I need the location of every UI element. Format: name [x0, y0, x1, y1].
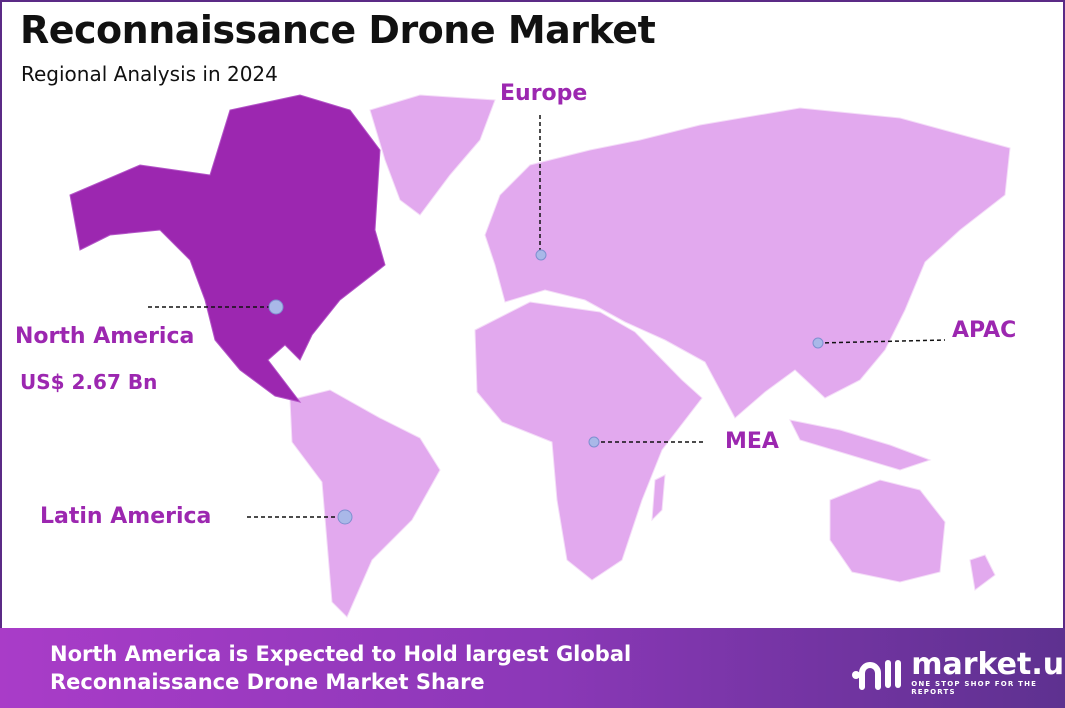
apac-leader-line — [817, 339, 946, 344]
north-america-value: US$ 2.67 Bn — [20, 370, 158, 394]
region-australia — [829, 479, 946, 583]
market-us-logo-icon — [852, 660, 901, 690]
page-subtitle: Regional Analysis in 2024 — [21, 62, 278, 86]
logo-name: market.us — [911, 647, 1065, 682]
region-africa — [474, 301, 703, 581]
footer-line-1: North America is Expected to Hold larges… — [50, 642, 632, 666]
footer-line-2: Reconnaissance Drone Market Share — [50, 670, 485, 694]
north-america-marker — [268, 299, 284, 315]
latin-america-label: Latin America — [40, 504, 212, 529]
region-europe-asia — [484, 107, 1011, 419]
market-us-logo: market.us ONE STOP SHOP FOR THE REPORTS — [850, 650, 1065, 696]
north-america-label: North America — [15, 324, 195, 349]
apac-marker — [812, 337, 824, 349]
mea-label: MEA — [725, 429, 779, 454]
europe-marker — [535, 249, 547, 261]
page-title: Reconnaissance Drone Market — [20, 8, 656, 52]
europe-label: Europe — [500, 81, 588, 106]
region-greenland — [369, 94, 496, 216]
footer-text: North America is Expected to Hold larges… — [50, 640, 631, 696]
region-north-america — [69, 94, 386, 403]
region-indonesia — [789, 419, 932, 471]
apac-label: APAC — [952, 318, 1017, 343]
region-new-zealand — [969, 554, 996, 591]
footer-banner: North America is Expected to Hold larges… — [0, 628, 1065, 708]
region-madagascar — [651, 474, 666, 522]
mea-marker — [588, 436, 600, 448]
latin-america-marker — [337, 509, 353, 525]
region-south-america — [289, 389, 441, 618]
logo-tagline: ONE STOP SHOP FOR THE REPORTS — [911, 680, 1038, 696]
